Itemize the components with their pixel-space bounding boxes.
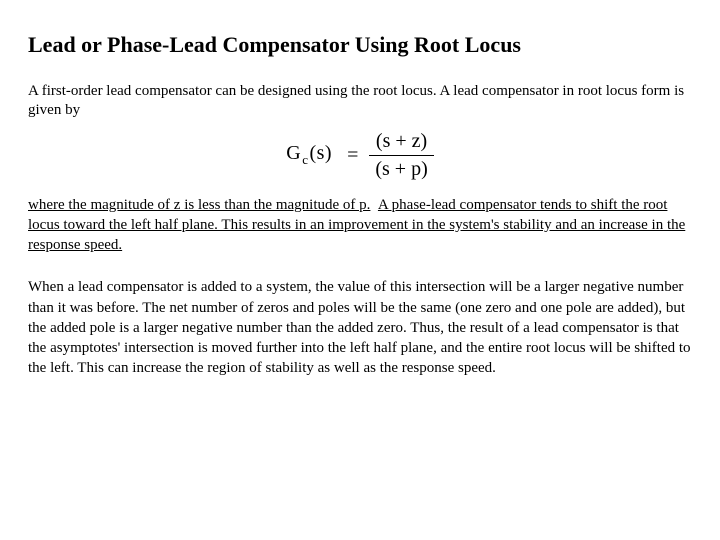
formula-lhs-symbol: G [286, 142, 301, 164]
intro-paragraph: A first-order lead compensator can be de… [28, 82, 692, 120]
formula-fraction: (s + z) (s + p) [369, 130, 433, 181]
formula-lhs-arg: (s) [309, 142, 332, 164]
formula-block: Gc(s) = (s + z) (s + p) [28, 130, 692, 181]
formula-numerator: (s + z) [369, 130, 433, 155]
formula: Gc(s) = (s + z) (s + p) [286, 130, 434, 181]
page-title: Lead or Phase-Lead Compensator Using Roo… [28, 32, 692, 58]
formula-equals: = [341, 144, 364, 167]
underlined-condition: where the magnitude of z is less than th… [28, 197, 370, 213]
underlined-paragraph: where the magnitude of z is less than th… [28, 195, 692, 256]
body-paragraph: When a lead compensator is added to a sy… [28, 277, 692, 378]
formula-denominator: (s + p) [369, 155, 433, 181]
formula-lhs-subscript: c [302, 152, 308, 167]
formula-lhs: Gc(s) [286, 142, 336, 168]
